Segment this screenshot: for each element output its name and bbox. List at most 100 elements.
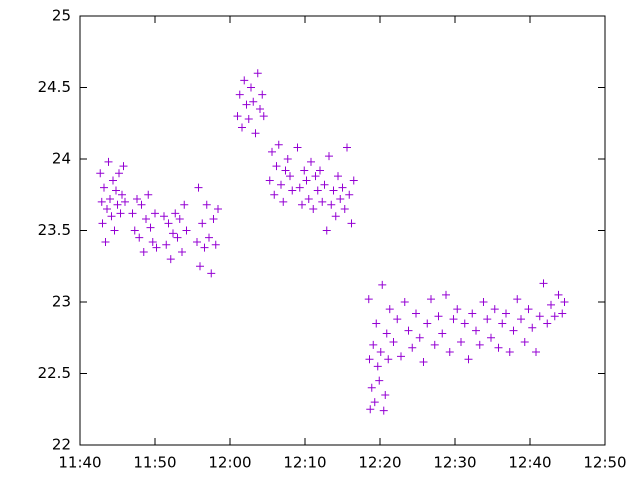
- point: [494, 343, 503, 352]
- y-tick-label: 25: [52, 7, 71, 25]
- point: [178, 247, 186, 256]
- point: [393, 315, 402, 324]
- point: [367, 383, 376, 392]
- point: [558, 309, 567, 318]
- point: [113, 200, 122, 209]
- point: [200, 243, 209, 252]
- point: [313, 186, 322, 195]
- point: [334, 172, 342, 181]
- point: [449, 315, 458, 324]
- point: [517, 315, 525, 324]
- x-tick-label: 11:40: [58, 454, 101, 472]
- point: [385, 305, 394, 314]
- point: [372, 319, 381, 328]
- point: [329, 186, 338, 195]
- point: [162, 240, 171, 249]
- point: [408, 343, 417, 352]
- point: [412, 309, 420, 318]
- point: [209, 215, 218, 224]
- x-tick-label: 12:10: [283, 454, 326, 472]
- point: [164, 219, 173, 228]
- point: [434, 312, 443, 321]
- point: [233, 112, 242, 121]
- x-tick-label: 11:50: [133, 454, 176, 472]
- point: [445, 348, 454, 357]
- point: [112, 186, 120, 195]
- point: [532, 348, 540, 357]
- point: [202, 200, 211, 209]
- point: [307, 157, 315, 166]
- y-tick-label: 23: [52, 293, 71, 311]
- point: [320, 180, 329, 189]
- point: [376, 348, 385, 357]
- point: [142, 215, 150, 224]
- point: [419, 358, 428, 367]
- point: [144, 190, 153, 199]
- point: [338, 183, 347, 192]
- point: [325, 152, 333, 161]
- point: [550, 312, 559, 321]
- point: [211, 240, 220, 249]
- point: [151, 209, 159, 218]
- point: [300, 166, 309, 175]
- point: [502, 309, 510, 318]
- point: [152, 243, 161, 252]
- point: [265, 176, 274, 185]
- point: [283, 155, 292, 163]
- point: [509, 326, 518, 335]
- point: [543, 319, 552, 328]
- point: [160, 212, 168, 221]
- point: [309, 205, 318, 214]
- point: [139, 247, 148, 256]
- point: [258, 90, 267, 99]
- point: [373, 362, 382, 371]
- point: [547, 300, 555, 309]
- point: [364, 295, 373, 304]
- point: [468, 309, 477, 318]
- point: [247, 83, 255, 92]
- point: [116, 209, 125, 218]
- point: [370, 398, 379, 407]
- point: [298, 200, 306, 209]
- point: [103, 205, 111, 214]
- point: [442, 290, 450, 299]
- point: [121, 197, 129, 206]
- y-tick-label: 22.5: [38, 364, 71, 382]
- point: [119, 162, 128, 171]
- point: [293, 143, 302, 152]
- point: [166, 255, 175, 264]
- point: [505, 348, 514, 357]
- point: [397, 352, 405, 361]
- point: [427, 295, 435, 304]
- point: [316, 166, 324, 175]
- point: [295, 183, 304, 192]
- point: [539, 279, 548, 288]
- point: [288, 186, 297, 195]
- point: [336, 195, 345, 204]
- point: [272, 162, 281, 171]
- point: [253, 69, 262, 78]
- point: [347, 219, 356, 228]
- point: [198, 219, 207, 228]
- point: [457, 338, 465, 347]
- point: [490, 305, 499, 314]
- point: [475, 340, 484, 349]
- point: [438, 329, 447, 338]
- point: [554, 290, 563, 299]
- point: [244, 114, 253, 123]
- point: [100, 183, 108, 192]
- plot-border: [79, 15, 606, 446]
- point: [180, 200, 189, 209]
- point: [487, 333, 495, 342]
- point: [513, 295, 522, 304]
- point: [311, 172, 320, 181]
- point: [104, 157, 113, 166]
- point: [382, 329, 391, 338]
- point: [415, 333, 424, 342]
- y-tick-label: 24: [52, 150, 71, 168]
- point: [238, 123, 246, 132]
- point: [135, 233, 144, 242]
- point: [464, 355, 473, 364]
- point: [98, 219, 107, 228]
- point: [366, 405, 375, 414]
